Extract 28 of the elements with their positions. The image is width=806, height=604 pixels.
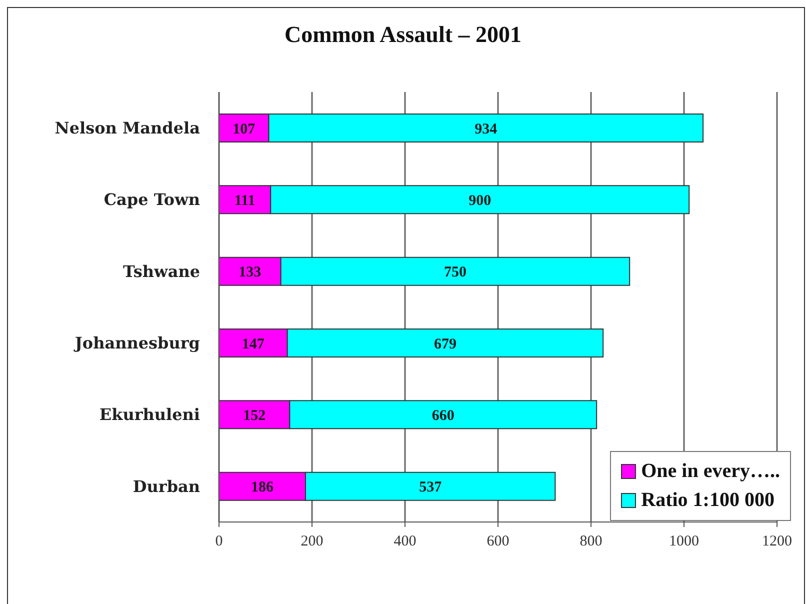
legend-label: One in every….. [641,459,780,484]
data-label: 660 [432,408,454,424]
data-label: 537 [419,480,442,496]
data-label: 186 [250,480,274,496]
data-label: 107 [232,121,256,138]
x-tick-label: 800 [580,534,602,550]
legend-label: Ratio 1:100 000 [641,488,774,513]
x-tick-label: 600 [486,534,510,550]
x-tick-label: 400 [394,534,416,550]
y-tick-label: Ekurhuleni [99,405,200,424]
data-label: 133 [238,264,262,281]
y-tick-label: Tshwane [122,262,200,281]
x-tick-label: 1000 [669,534,699,550]
chart-title: Common Assault – 2001 [283,22,523,48]
y-tick-label: Johannesburg [72,334,200,353]
y-tick-label: Nelson Mandela [54,118,200,138]
y-tick-label: Durban [132,476,200,496]
data-label: 679 [434,336,456,352]
data-label: 750 [444,264,466,281]
data-label: 900 [468,192,492,209]
data-label: 111 [234,192,256,209]
x-tick-label: 200 [300,534,324,550]
data-label: 934 [474,121,498,138]
data-label: 152 [243,408,266,424]
y-tick-label: Cape Town [104,190,200,210]
x-tick-label: 1200 [762,534,792,550]
x-tick-label: 0 [215,534,223,550]
data-label: 147 [242,336,265,352]
